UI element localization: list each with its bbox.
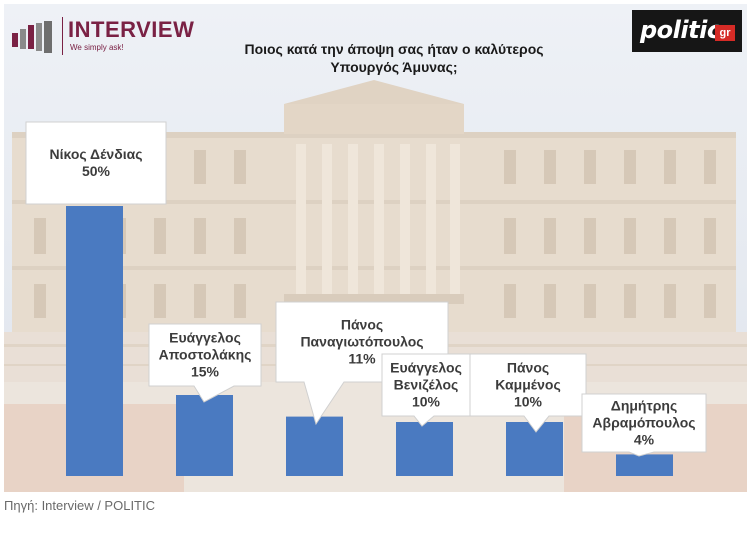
interview-tagline: We simply ask! xyxy=(70,43,124,52)
callout-box xyxy=(148,323,262,403)
politic-wordmark: politic xyxy=(640,16,721,44)
chart-title-line-1: Ποιος κατά την άποψη σας ήταν ο καλύτερο… xyxy=(244,41,544,57)
data-label-name: Παναγιωτόπουλος xyxy=(300,334,423,350)
data-label-name: Δημήτρης xyxy=(611,398,677,414)
data-label-value: 50% xyxy=(82,163,111,179)
bar-4 xyxy=(396,422,453,476)
bar-5 xyxy=(506,422,563,476)
interview-bars-icon xyxy=(12,21,52,53)
data-label-name: Ευάγγελος xyxy=(169,330,241,346)
data-label-value: 4% xyxy=(634,432,655,448)
bar-chart: Νίκος Δένδιας50%ΕυάγγελοςΑποστολάκης15%Π… xyxy=(25,121,707,476)
data-label-value: 10% xyxy=(412,394,441,410)
interview-logo: INTERVIEW We simply ask! xyxy=(12,17,212,57)
chart-frame: INTERVIEW We simply ask! politic gr Ποιο… xyxy=(4,4,747,492)
callout-box xyxy=(581,393,707,457)
data-label-name: Αβραμόπουλος xyxy=(592,415,695,431)
source-note: Πηγή: Interview / POLITIC xyxy=(4,498,155,513)
politic-logo: politic gr xyxy=(632,10,742,52)
bar-2 xyxy=(176,395,233,476)
data-label-value: 11% xyxy=(348,351,376,367)
logo-separator xyxy=(62,17,63,55)
data-label-value: 15% xyxy=(191,364,220,380)
bar-1 xyxy=(66,206,123,476)
bar-6 xyxy=(616,454,673,476)
data-label-name: Βενιζέλος xyxy=(394,377,459,393)
politic-gr-badge: gr xyxy=(715,25,735,41)
chart-title: Ποιος κατά την άποψη σας ήταν ο καλύτερο… xyxy=(184,40,604,76)
data-label-name: Αποστολάκης xyxy=(159,347,252,363)
data-label-name: Πάνος xyxy=(507,360,549,376)
callout-box xyxy=(469,353,587,433)
data-label-name: Ευάγγελος xyxy=(390,360,462,376)
bar-3 xyxy=(286,416,343,476)
callout-box xyxy=(275,301,449,426)
interview-brand: INTERVIEW xyxy=(68,17,195,42)
chart-title-line-2: Υπουργός Άμυνας; xyxy=(330,59,458,75)
callout-box xyxy=(25,121,167,205)
data-label-name: Καμμένος xyxy=(495,377,560,393)
data-label-value: 10% xyxy=(514,394,543,410)
data-label-name: Νίκος Δένδιας xyxy=(50,146,143,162)
data-label-name: Πάνος xyxy=(341,317,383,333)
